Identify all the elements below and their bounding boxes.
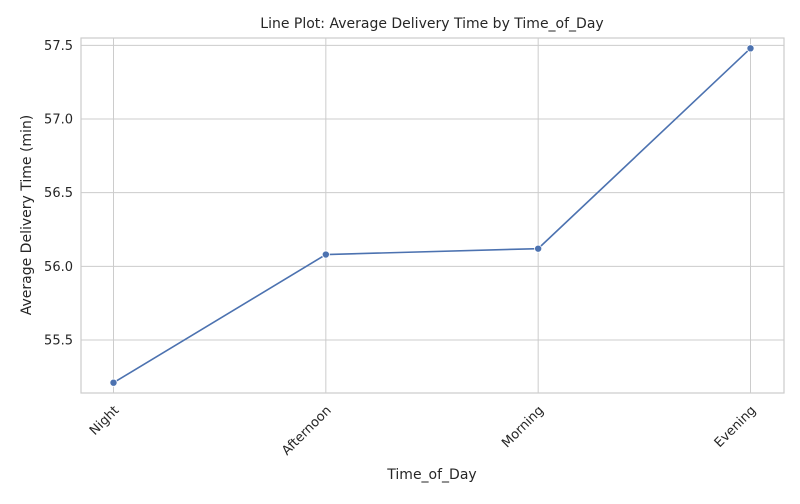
y-tick-label: 55.5: [44, 333, 73, 348]
x-tick-label: Morning: [499, 403, 547, 451]
y-tick-label: 57.5: [44, 39, 73, 54]
plot-frame: [80, 37, 785, 394]
data-point: [321, 250, 330, 259]
x-axis-label: Time_of_Day: [386, 467, 476, 483]
x-tick-label: Evening: [712, 403, 760, 451]
grid-layer: [81, 38, 784, 393]
tick-layer: Night Afternoon Morning Evening 55.5 56.0 56.5…: [44, 39, 759, 459]
chart-title: Line Plot: Average Delivery Time by Time…: [260, 16, 603, 32]
y-tick-label: 57.0: [44, 113, 73, 128]
y-axis-label: Average Delivery Time (min): [19, 115, 35, 316]
y-tick-label: 56.0: [44, 260, 73, 275]
y-tick-label: 56.5: [44, 186, 73, 201]
x-tick-label: Afternoon: [279, 403, 334, 458]
x-tick-label: Night: [87, 403, 122, 438]
data-point: [109, 378, 118, 387]
data-point: [534, 244, 543, 253]
series-layer: [109, 44, 755, 387]
data-point: [746, 44, 755, 53]
series-line: [113, 47, 752, 384]
